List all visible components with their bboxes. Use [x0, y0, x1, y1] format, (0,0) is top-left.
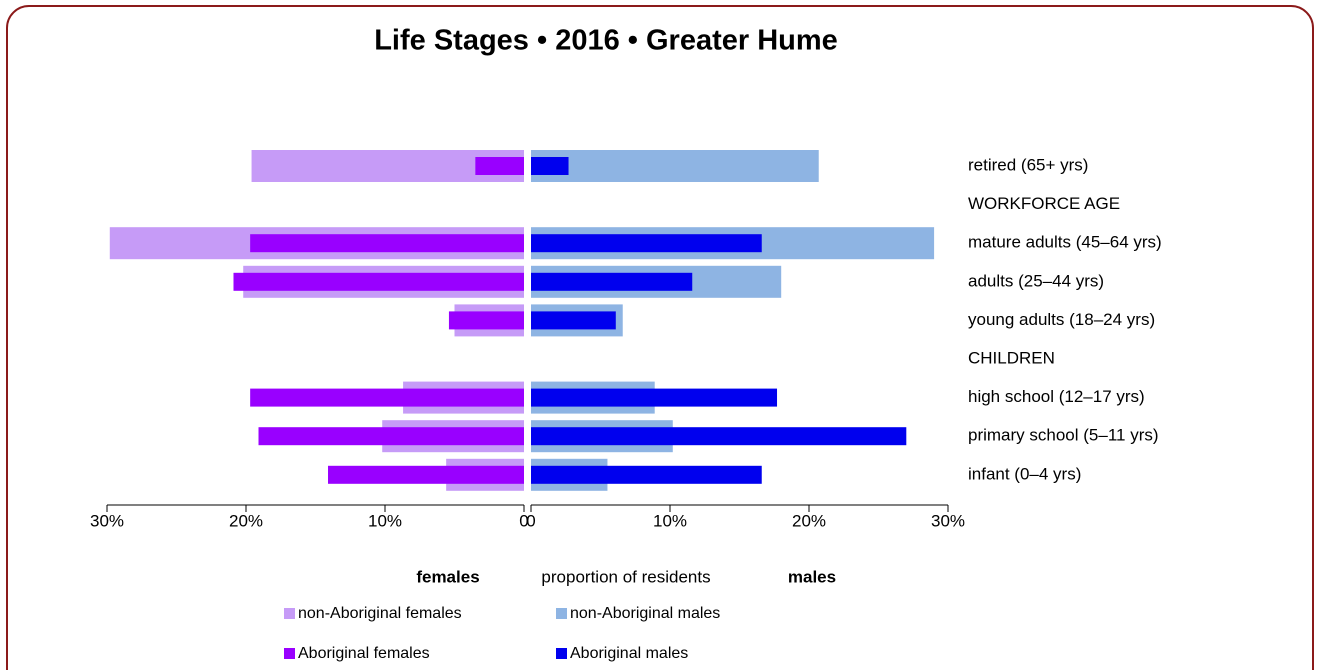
bar	[531, 157, 569, 175]
bar	[531, 272, 693, 291]
bar	[531, 311, 616, 330]
legend-label: Aboriginal males	[570, 645, 688, 662]
legend-swatch	[284, 648, 295, 659]
category-label: CHILDREN	[968, 348, 1055, 367]
bar	[233, 272, 525, 291]
legend-label: non-Aboriginal males	[570, 605, 720, 622]
axis-label: proportion of residents	[541, 567, 710, 586]
legend-swatch	[284, 608, 295, 619]
legend-swatch	[556, 608, 567, 619]
x-tick-label: 10%	[653, 511, 687, 530]
x-tick-label: 30%	[90, 511, 124, 530]
legend-label: non-Aboriginal females	[298, 605, 462, 622]
bar	[475, 157, 524, 175]
bar	[531, 388, 778, 407]
bar	[448, 311, 524, 330]
chart-title: Life Stages • 2016 • Greater Hume	[374, 25, 838, 57]
bar	[531, 427, 907, 446]
bar	[531, 465, 762, 484]
bar	[531, 150, 819, 182]
bar	[250, 234, 525, 253]
x-tick-label: 0	[519, 511, 528, 530]
category-label: retired (65+ yrs)	[968, 155, 1088, 174]
legend-label: Aboriginal females	[298, 645, 430, 662]
x-tick-label: 10%	[368, 511, 402, 530]
x-tick-label: 0	[526, 511, 535, 530]
category-label: infant (0–4 yrs)	[968, 464, 1081, 483]
bar	[328, 465, 524, 484]
bar	[531, 234, 762, 253]
x-tick-label: 30%	[931, 511, 965, 530]
category-label: WORKFORCE AGE	[968, 194, 1120, 213]
category-label: adults (25–44 yrs)	[968, 271, 1104, 290]
bar	[258, 427, 524, 446]
x-tick-label: 20%	[229, 511, 263, 530]
x-tick-label: 20%	[792, 511, 826, 530]
category-label: primary school (5–11 yrs)	[968, 426, 1159, 445]
category-label: high school (12–17 yrs)	[968, 387, 1145, 406]
right-label: males	[788, 567, 836, 586]
bar	[250, 388, 525, 407]
category-label: mature adults (45–64 yrs)	[968, 233, 1162, 252]
left-label: females	[416, 567, 479, 586]
legend-swatch	[556, 648, 567, 659]
category-label: young adults (18–24 yrs)	[968, 310, 1155, 329]
